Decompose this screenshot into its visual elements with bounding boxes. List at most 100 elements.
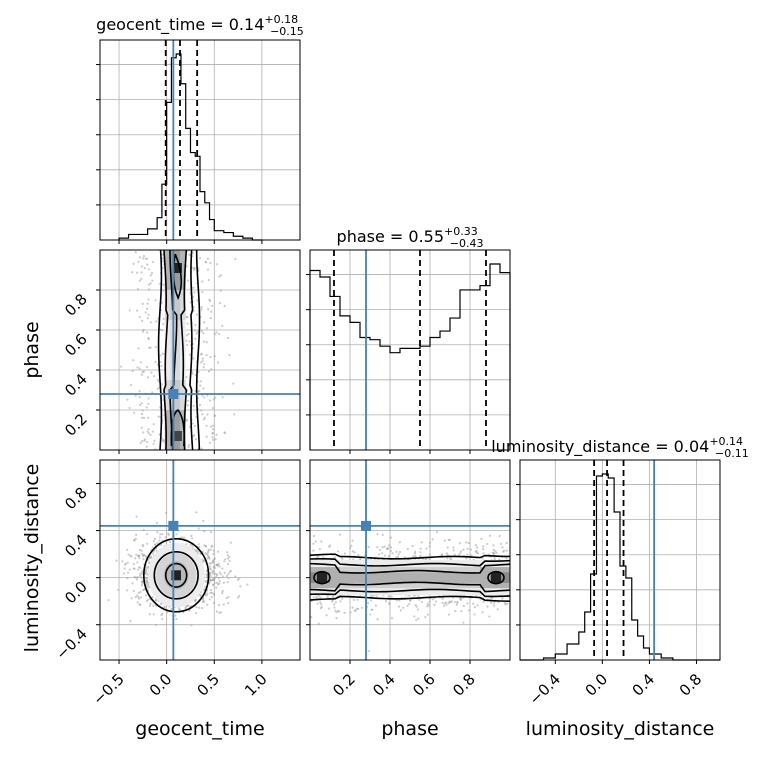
density-panel-luminosity_distance-vs-geocent_time: [96, 459, 301, 664]
scatter-point: [371, 608, 374, 611]
scatter-point: [154, 623, 158, 626]
scatter-point: [188, 353, 192, 356]
scatter-point: [162, 317, 165, 320]
scatter-point: [134, 595, 137, 599]
scatter-point: [388, 603, 391, 606]
scatter-point: [216, 361, 220, 364]
scatter-point: [212, 398, 215, 401]
scatter-point: [146, 257, 149, 260]
y-tick-label: 0.8: [61, 484, 91, 514]
scatter-point: [167, 533, 170, 536]
scatter-point: [351, 539, 354, 542]
scatter-point: [147, 428, 150, 431]
scatter-point: [201, 413, 204, 416]
scatter-point: [151, 552, 154, 555]
scatter-point: [449, 557, 452, 560]
x-tick-label: 1.0: [241, 670, 271, 700]
scatter-point: [319, 606, 322, 610]
scatter-point: [139, 574, 142, 577]
scatter-point: [219, 274, 222, 277]
scatter-point: [151, 279, 154, 282]
scatter-point: [140, 584, 143, 587]
scatter-point: [215, 433, 218, 436]
x-tick-label: 0.4: [369, 670, 399, 700]
scatter-point: [198, 404, 202, 407]
scatter-point: [223, 304, 226, 308]
contour-line: [157, 250, 163, 450]
hist-panel-geocent_time: [96, 39, 301, 244]
scatter-point: [190, 624, 193, 627]
x-tick-label: 0.0: [582, 670, 612, 700]
scatter-point: [137, 591, 140, 594]
scatter-point: [474, 550, 477, 553]
scatter-point: [199, 380, 203, 383]
scatter-point: [335, 617, 338, 620]
scatter-point: [115, 559, 118, 562]
contour-line: [310, 595, 510, 602]
density-cell: [170, 320, 180, 330]
density-cell: [170, 270, 180, 280]
x-axis-label-phase: phase: [381, 718, 438, 740]
scatter-point: [376, 532, 379, 536]
scatter-point: [180, 536, 183, 539]
scatter-point: [506, 602, 509, 605]
scatter-point: [445, 552, 448, 555]
scatter-point: [210, 591, 214, 594]
scatter-point: [185, 334, 189, 337]
scatter-point: [217, 603, 221, 607]
scatter-point: [154, 299, 157, 302]
scatter-point: [225, 574, 229, 578]
scatter-point: [398, 605, 401, 608]
scatter-point: [136, 366, 139, 369]
scatter-point: [126, 577, 129, 580]
scatter-point: [147, 283, 151, 286]
scatter-point: [234, 257, 237, 260]
scatter-point: [209, 316, 212, 320]
scatter-point: [191, 422, 194, 425]
y-tick-label: 0.4: [61, 370, 91, 400]
panel-content: [310, 460, 510, 660]
title-plus: +0.18: [264, 13, 298, 26]
scatter-point: [354, 609, 357, 612]
scatter-point: [353, 551, 356, 554]
scatter-point: [208, 399, 212, 402]
scatter-point: [399, 609, 402, 612]
scatter-point: [445, 603, 448, 607]
scatter-point: [205, 341, 208, 344]
scatter-point: [434, 600, 438, 603]
scatter-point: [198, 545, 201, 549]
scatter-point: [505, 541, 508, 545]
scatter-point: [360, 606, 363, 609]
scatter-point: [187, 443, 191, 447]
scatter-point: [420, 541, 423, 544]
scatter-point: [162, 438, 165, 442]
density-cell: [170, 330, 180, 340]
scatter-point: [381, 546, 384, 549]
scatter-point: [310, 616, 313, 619]
scatter-point: [389, 546, 393, 549]
scatter-point: [209, 548, 212, 551]
scatter-point: [466, 602, 469, 605]
scatter-point: [215, 576, 218, 579]
scatter-point: [153, 543, 156, 546]
scatter-point: [416, 608, 420, 611]
scatter-point: [503, 549, 506, 552]
scatter-point: [135, 553, 138, 556]
scatter-point: [128, 568, 131, 571]
scatter-point: [145, 568, 148, 571]
scatter-point: [188, 340, 191, 343]
scatter-point: [126, 548, 129, 551]
hist-panel-phase: [306, 249, 511, 454]
title-plus: +0.14: [709, 435, 743, 448]
scatter-point: [107, 598, 110, 602]
scatter-point: [184, 607, 187, 610]
scatter-point: [482, 600, 485, 603]
x-tick-label: 0.6: [409, 670, 439, 700]
scatter-point: [215, 610, 218, 613]
scatter-point: [218, 302, 222, 305]
scatter-point: [140, 572, 144, 575]
scatter-point: [183, 536, 186, 539]
panel-frame: [309, 459, 511, 661]
scatter-point: [428, 545, 431, 548]
scatter-point: [146, 565, 149, 569]
